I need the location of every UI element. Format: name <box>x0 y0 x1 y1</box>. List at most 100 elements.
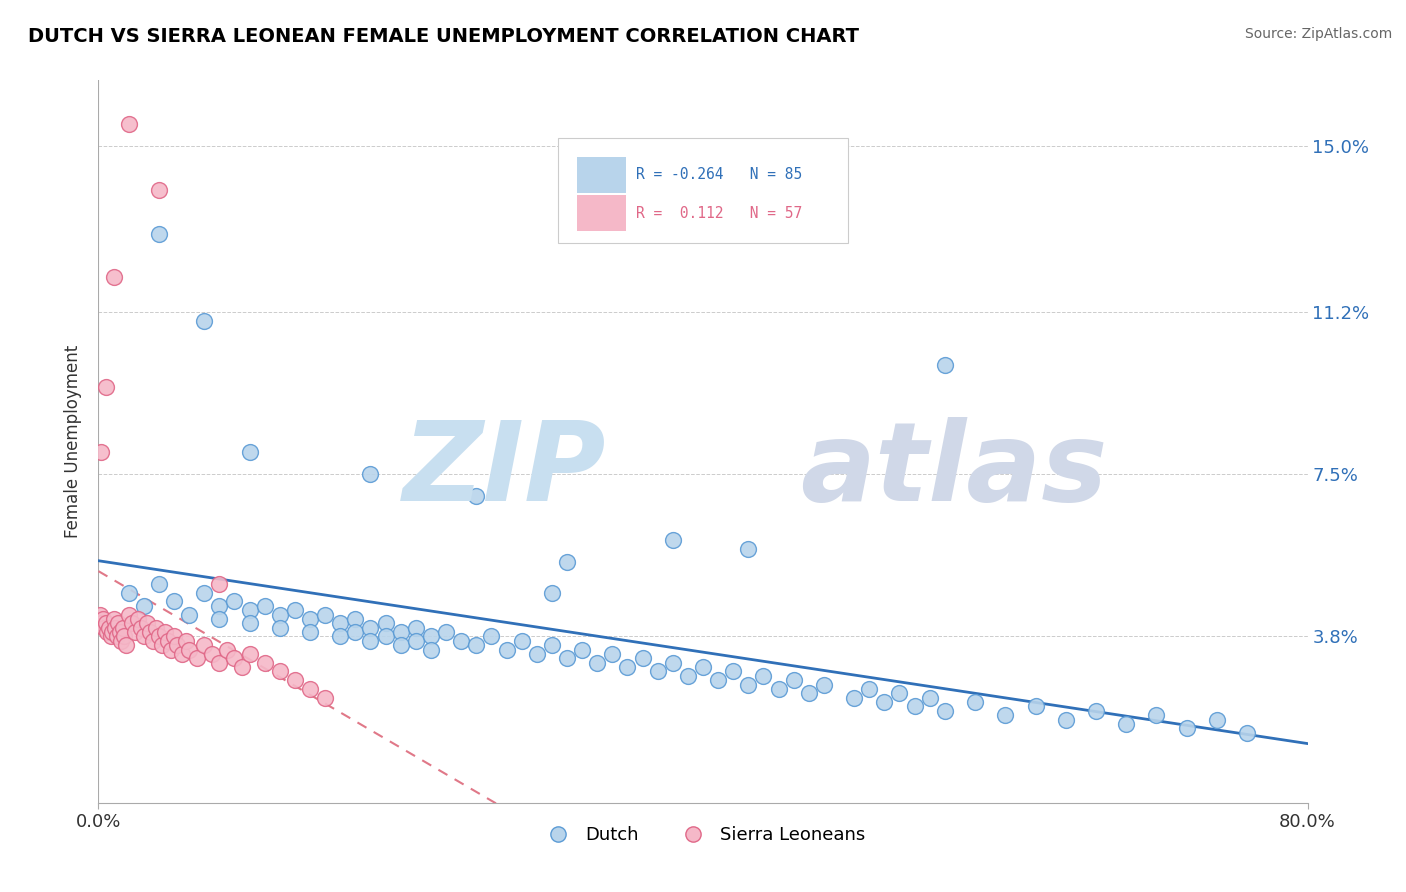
Point <box>139 625 162 640</box>
Point <box>374 616 396 631</box>
Point <box>707 673 730 688</box>
Point <box>616 660 638 674</box>
Text: ZIP: ZIP <box>402 417 606 524</box>
Point <box>374 629 396 643</box>
Point <box>450 633 472 648</box>
Point <box>91 612 114 626</box>
Point <box>179 642 201 657</box>
Point <box>571 642 593 657</box>
Point <box>193 314 215 328</box>
Point <box>98 621 121 635</box>
Point <box>420 642 443 657</box>
Point <box>94 380 117 394</box>
Point <box>1024 699 1046 714</box>
Point <box>269 665 291 679</box>
Point <box>481 629 503 643</box>
Text: R =  0.112   N = 57: R = 0.112 N = 57 <box>637 206 803 220</box>
Point <box>224 651 246 665</box>
Text: Source: ZipAtlas.com: Source: ZipAtlas.com <box>1244 27 1392 41</box>
Point <box>148 629 170 643</box>
Point <box>526 647 548 661</box>
Point <box>179 607 201 622</box>
Point <box>934 358 956 372</box>
Point <box>965 695 987 709</box>
Point <box>1054 713 1077 727</box>
Point <box>114 638 136 652</box>
Point <box>631 651 654 665</box>
FancyBboxPatch shape <box>558 138 848 243</box>
Point <box>1115 717 1137 731</box>
Point <box>344 612 367 626</box>
Point <box>465 638 488 652</box>
Point <box>918 690 941 705</box>
Legend: Dutch, Sierra Leoneans: Dutch, Sierra Leoneans <box>533 819 873 852</box>
Point <box>90 616 112 631</box>
Point <box>647 665 669 679</box>
Point <box>239 445 262 459</box>
Point <box>752 669 775 683</box>
Point <box>93 621 115 635</box>
Point <box>156 633 179 648</box>
Point <box>934 704 956 718</box>
Point <box>208 577 231 591</box>
Point <box>586 656 609 670</box>
Point <box>555 651 578 665</box>
Point <box>208 612 231 626</box>
Point <box>104 621 127 635</box>
Point <box>96 625 118 640</box>
Point <box>299 681 322 696</box>
Point <box>118 117 141 131</box>
Point <box>89 607 111 622</box>
Point <box>360 621 382 635</box>
Point <box>299 625 322 640</box>
Point <box>783 673 806 688</box>
Point <box>389 625 412 640</box>
Point <box>103 270 125 285</box>
Point <box>284 603 307 617</box>
Point <box>186 651 208 665</box>
Point <box>858 681 880 696</box>
Point <box>142 633 165 648</box>
Point <box>193 585 215 599</box>
Point <box>904 699 927 714</box>
Point <box>405 621 427 635</box>
Point <box>127 612 149 626</box>
Point <box>215 642 238 657</box>
Point <box>253 599 276 613</box>
Point <box>170 647 193 661</box>
Point <box>90 445 112 459</box>
Point <box>844 690 866 705</box>
Point <box>239 603 262 617</box>
Point <box>994 708 1017 723</box>
Point <box>434 625 457 640</box>
Point <box>124 625 146 640</box>
Point <box>153 625 176 640</box>
Point <box>284 673 307 688</box>
Point <box>150 638 173 652</box>
Point <box>201 647 224 661</box>
Point <box>148 577 170 591</box>
Point <box>768 681 790 696</box>
Point <box>132 629 155 643</box>
Text: R = -0.264   N = 85: R = -0.264 N = 85 <box>637 167 803 182</box>
Point <box>108 625 131 640</box>
Point <box>135 616 157 631</box>
Point <box>723 665 745 679</box>
Point <box>148 227 170 241</box>
Point <box>94 616 117 631</box>
Point <box>360 633 382 648</box>
Point <box>105 629 128 643</box>
Point <box>166 638 188 652</box>
Point <box>208 599 231 613</box>
Point <box>103 612 125 626</box>
Point <box>405 633 427 648</box>
Point <box>797 686 820 700</box>
Point <box>813 677 835 691</box>
Point <box>148 183 170 197</box>
Y-axis label: Female Unemployment: Female Unemployment <box>65 345 83 538</box>
Point <box>111 621 134 635</box>
Point <box>389 638 412 652</box>
Point <box>540 585 562 599</box>
Point <box>112 629 135 643</box>
Point <box>163 594 186 608</box>
